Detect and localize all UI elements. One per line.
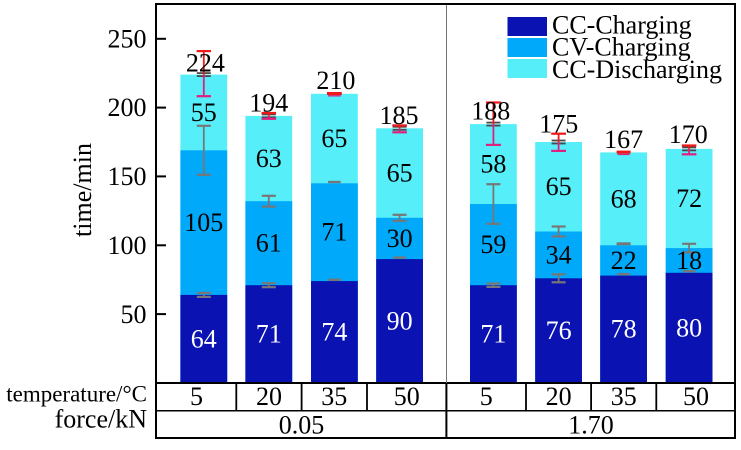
svg-text:20: 20 — [256, 382, 282, 411]
svg-text:188: 188 — [471, 97, 510, 126]
svg-text:20: 20 — [546, 382, 572, 411]
svg-text:74: 74 — [321, 318, 347, 347]
svg-text:90: 90 — [387, 307, 413, 336]
svg-text:65: 65 — [546, 172, 572, 201]
svg-text:0.05: 0.05 — [279, 410, 325, 439]
svg-text:105: 105 — [184, 208, 223, 237]
svg-text:CC-Discharging: CC-Discharging — [552, 55, 722, 84]
svg-text:250: 250 — [108, 24, 147, 53]
svg-text:61: 61 — [256, 229, 282, 258]
svg-text:167: 167 — [604, 125, 643, 154]
svg-text:71: 71 — [256, 320, 282, 349]
svg-text:100: 100 — [108, 231, 147, 260]
svg-text:185: 185 — [380, 101, 419, 130]
svg-text:50: 50 — [683, 382, 709, 411]
svg-text:64: 64 — [191, 324, 217, 353]
svg-text:76: 76 — [546, 316, 572, 345]
svg-text:59: 59 — [480, 230, 506, 259]
svg-text:68: 68 — [611, 184, 637, 213]
svg-text:30: 30 — [387, 224, 413, 253]
svg-text:224: 224 — [186, 48, 225, 77]
svg-text:170: 170 — [669, 120, 708, 149]
svg-text:18: 18 — [676, 246, 702, 275]
svg-text:35: 35 — [611, 382, 637, 411]
svg-text:1.70: 1.70 — [568, 410, 614, 439]
svg-text:150: 150 — [108, 162, 147, 191]
svg-text:71: 71 — [480, 320, 506, 349]
svg-text:210: 210 — [316, 66, 355, 95]
svg-text:72: 72 — [676, 184, 702, 213]
svg-text:58: 58 — [480, 150, 506, 179]
svg-text:175: 175 — [539, 110, 578, 139]
svg-text:34: 34 — [546, 240, 572, 269]
svg-text:200: 200 — [108, 93, 147, 122]
svg-text:78: 78 — [611, 315, 637, 344]
svg-text:CC-Charging: CC-Charging — [552, 11, 692, 40]
svg-text:65: 65 — [387, 159, 413, 188]
svg-text:65: 65 — [321, 124, 347, 153]
svg-text:force/kN: force/kN — [55, 405, 148, 434]
svg-text:5: 5 — [480, 382, 493, 411]
svg-text:5: 5 — [190, 382, 203, 411]
svg-text:55: 55 — [191, 98, 217, 127]
svg-text:50: 50 — [394, 382, 420, 411]
svg-text:63: 63 — [256, 144, 282, 173]
svg-text:temperature/°C: temperature/°C — [6, 381, 147, 406]
svg-text:35: 35 — [321, 382, 347, 411]
svg-text:time/min: time/min — [68, 143, 97, 237]
svg-text:22: 22 — [611, 246, 637, 275]
svg-text:194: 194 — [249, 88, 288, 117]
svg-text:CV-Charging: CV-Charging — [552, 33, 691, 62]
svg-text:80: 80 — [676, 313, 702, 342]
svg-text:71: 71 — [321, 218, 347, 247]
svg-text:50: 50 — [121, 300, 147, 329]
